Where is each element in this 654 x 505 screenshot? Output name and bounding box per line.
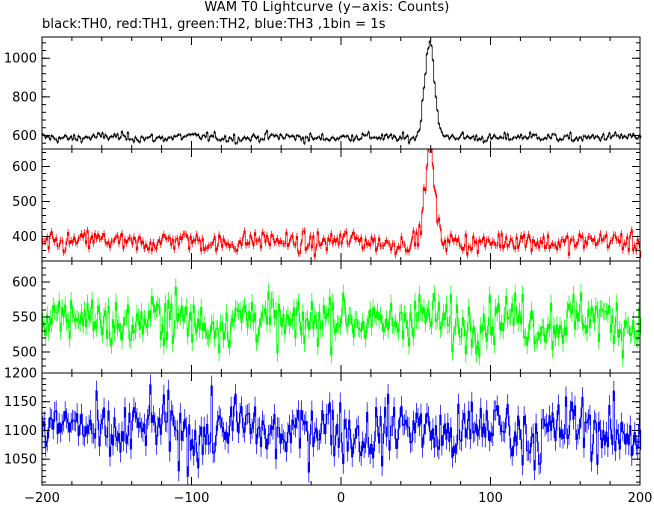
x-tick-label: 0 (337, 491, 345, 505)
chart-title: WAM T0 Lightcurve (y−axis: Counts) (204, 0, 450, 15)
y-tick-label: 1200 (4, 367, 37, 382)
x-tick-label: −100 (174, 491, 210, 505)
y-tick-label: 400 (12, 230, 37, 245)
chart-subtitle: black:TH0, red:TH1, green:TH2, blue:TH3 … (42, 17, 386, 32)
y-tick-label: 1050 (4, 453, 37, 468)
y-tick-label: 600 (12, 160, 37, 175)
y-tick-label: 1000 (4, 52, 37, 67)
y-tick-label: 600 (12, 129, 37, 144)
y-tick-label: 800 (12, 90, 37, 105)
panel-th0-frame (41, 36, 641, 150)
x-tick-label: 100 (478, 491, 503, 505)
y-tick-label: 1150 (4, 395, 37, 410)
x-tick-label: −200 (24, 491, 60, 505)
y-tick-label: 1100 (4, 424, 37, 439)
series-th0-line (42, 39, 642, 146)
y-tick-label: 550 (12, 311, 37, 326)
series-th3-line (42, 374, 642, 485)
y-tick-label: 600 (12, 276, 37, 291)
series-th2-line (42, 278, 642, 367)
y-tick-label: 500 (12, 346, 37, 361)
y-tick-label: 500 (12, 195, 37, 210)
x-tick-label: 200 (628, 491, 653, 505)
series-th1-line (42, 148, 642, 261)
